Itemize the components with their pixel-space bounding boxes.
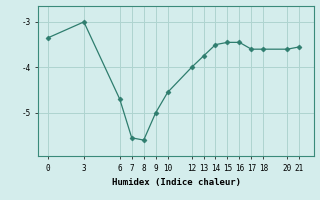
X-axis label: Humidex (Indice chaleur): Humidex (Indice chaleur) <box>111 178 241 187</box>
